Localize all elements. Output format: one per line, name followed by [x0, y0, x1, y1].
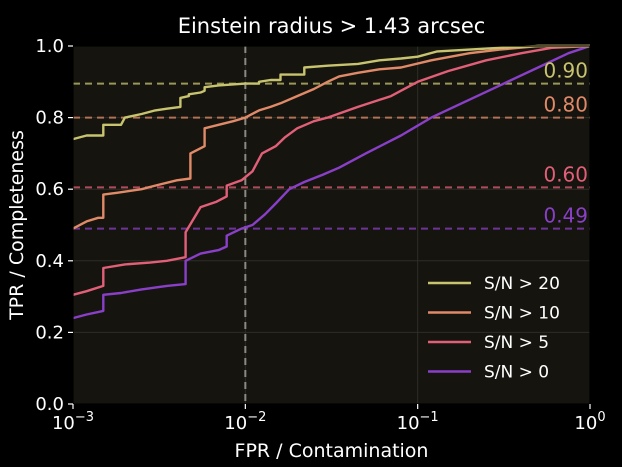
legend-label: S/N > 10 — [484, 304, 560, 324]
threshold-label: 0.60 — [543, 162, 588, 186]
x-tick-label: 100 — [574, 410, 605, 434]
threshold-label: 0.49 — [543, 204, 588, 228]
x-tick-label: 10−1 — [397, 410, 439, 434]
y-tick-label: 0.4 — [35, 251, 64, 272]
y-tick-label: 0.2 — [35, 322, 64, 343]
series-line — [72, 44, 591, 320]
y-axis-ticks: 0.0 0.2 0.4 0.6 0.8 1.0 — [35, 36, 73, 415]
y-tick-label: 1.0 — [35, 36, 64, 57]
series-line — [72, 44, 590, 141]
y-tick-label: 0.6 — [35, 179, 64, 200]
x-tick-label: 10−2 — [224, 410, 266, 434]
x-axis-ticks: 10−3 10−2 10−1 100 — [52, 404, 606, 434]
x-axis-label: FPR / Contamination — [235, 440, 429, 462]
legend: S/N > 20 S/N > 10 S/N > 5 S/N > 0 — [428, 274, 560, 383]
threshold-annotations: 0.90 0.80 0.60 0.49 — [543, 59, 588, 228]
threshold-lines — [73, 82, 590, 230]
y-tick-label: 0.8 — [35, 108, 64, 129]
legend-label: S/N > 0 — [484, 363, 549, 383]
y-axis-label: TPR / Completeness — [6, 130, 28, 321]
series-line — [72, 44, 590, 230]
legend-label: S/N > 20 — [484, 274, 560, 294]
legend-label: S/N > 5 — [484, 333, 549, 353]
threshold-label: 0.80 — [543, 93, 588, 117]
plot-frame — [72, 45, 591, 405]
threshold-label: 0.90 — [543, 59, 588, 83]
series-line — [72, 44, 591, 296]
y-tick-label: 0.0 — [35, 394, 64, 415]
plot-background — [73, 46, 590, 404]
chart-title: Einstein radius > 1.43 arcsec — [178, 14, 486, 38]
series-lines — [72, 44, 591, 320]
x-tick-label: 10−3 — [52, 410, 94, 434]
